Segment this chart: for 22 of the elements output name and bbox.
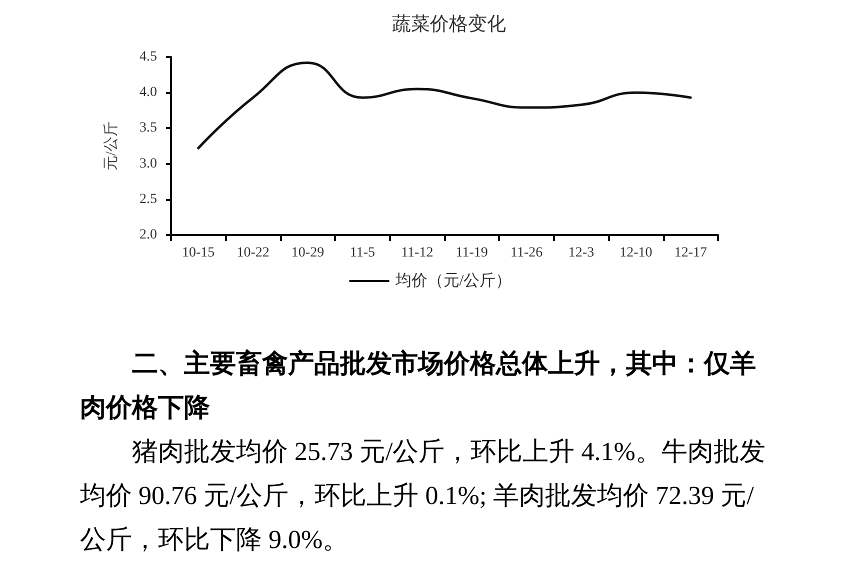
y-tick-label: 3.5 <box>140 120 157 136</box>
x-tick-label: 10-29 <box>291 246 324 260</box>
line-series <box>197 61 692 150</box>
x-tick-label: 11-19 <box>456 246 488 260</box>
y-tick-label: 3.0 <box>140 156 157 172</box>
y-tick-label: 2.5 <box>140 192 157 207</box>
y-tick-label: 2.0 <box>140 228 157 242</box>
y-tick-label: 4.0 <box>140 85 157 100</box>
x-tick-label: 11-5 <box>350 246 376 260</box>
x-tick-label: 12-10 <box>620 246 652 260</box>
chart-title: 蔬菜价格变化 <box>392 13 506 35</box>
legend-label: 均价（元/公斤） <box>394 272 512 290</box>
x-tick-label: 10-22 <box>236 246 270 260</box>
x-tick-label: 11-26 <box>510 246 543 260</box>
y-tick-label: 4.5 <box>140 50 157 64</box>
x-tick-label: 12-3 <box>568 246 594 260</box>
x-tick-label: 12-17 <box>674 246 707 260</box>
text: 二、主要畜禽产品批发市场价格总体上升，其中：仅羊肉价格下降 <box>80 348 757 424</box>
text: 猪肉批发均价 25.73 元/公斤，环比上升 4.1%。牛肉批发均价 90.76 元/公斤，环比上升 0.1%; 羊肉批发均价 72.39 元/公斤，环比下降 9.0%。 <box>80 436 766 556</box>
x-tick-label: 11-12 <box>401 246 434 260</box>
y-axis-title: 元/公斤 <box>102 121 120 171</box>
x-tick-label: 10-15 <box>182 246 215 260</box>
